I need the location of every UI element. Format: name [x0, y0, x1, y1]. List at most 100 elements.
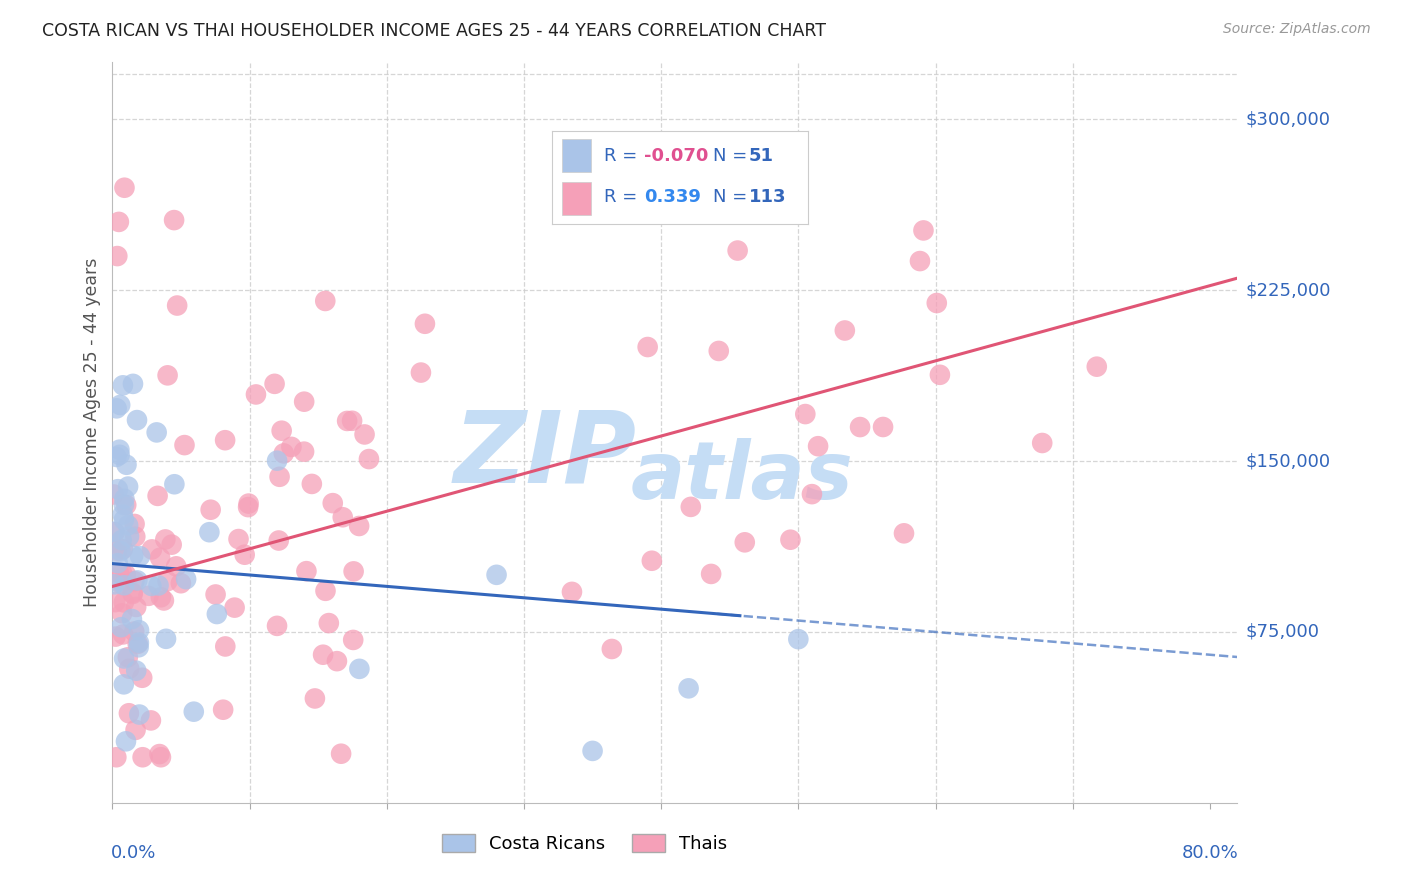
Point: [107, 556, 129, 570]
Point: [125, 413, 148, 427]
Point: [124, 723, 146, 737]
Point: [204, 587, 226, 601]
Point: [128, 623, 150, 637]
Point: [112, 651, 135, 665]
Point: [734, 535, 756, 549]
Point: [343, 565, 366, 579]
Point: [779, 533, 801, 547]
Point: [121, 587, 143, 601]
Point: [330, 747, 353, 761]
Point: [129, 549, 152, 564]
Point: [304, 691, 326, 706]
Point: [353, 427, 375, 442]
Point: [280, 440, 302, 454]
Point: [115, 458, 138, 472]
Text: R =: R =: [605, 146, 643, 165]
Point: [236, 500, 259, 515]
Point: [165, 559, 187, 574]
Point: [114, 567, 136, 582]
Point: [141, 579, 163, 593]
Point: [600, 642, 623, 657]
Point: [322, 496, 344, 510]
Point: [198, 525, 221, 540]
Point: [347, 519, 370, 533]
Point: [349, 662, 371, 676]
Point: [122, 624, 145, 639]
Point: [118, 706, 141, 721]
Point: [105, 450, 128, 464]
Text: 51: 51: [749, 146, 773, 165]
Point: [160, 538, 183, 552]
Point: [174, 572, 197, 586]
Point: [301, 477, 323, 491]
Point: [108, 398, 131, 412]
Point: [292, 444, 315, 458]
Point: [127, 574, 149, 588]
Point: [121, 585, 143, 599]
Point: [103, 524, 125, 539]
Point: [166, 299, 188, 313]
Point: [233, 548, 256, 562]
Point: [125, 599, 148, 614]
Point: [117, 650, 139, 665]
Point: [107, 566, 129, 580]
Point: [124, 574, 146, 589]
Point: [1085, 359, 1108, 374]
Point: [224, 600, 246, 615]
Point: [103, 577, 125, 591]
Point: [118, 662, 141, 676]
Point: [115, 498, 138, 512]
Point: [326, 654, 349, 668]
Point: [318, 616, 340, 631]
Text: -0.070: -0.070: [644, 146, 709, 165]
Point: [1031, 436, 1053, 450]
Point: [794, 407, 817, 421]
Point: [112, 627, 135, 641]
Text: $225,000: $225,000: [1246, 281, 1331, 299]
Point: [105, 249, 128, 263]
Point: [266, 619, 288, 633]
Point: [263, 376, 285, 391]
Point: [357, 452, 380, 467]
Point: [128, 640, 150, 655]
FancyBboxPatch shape: [562, 182, 592, 215]
Point: [163, 213, 186, 227]
Point: [156, 368, 179, 383]
Point: [111, 542, 134, 557]
Point: [121, 612, 143, 626]
Point: [149, 750, 172, 764]
Point: [128, 636, 150, 650]
Text: 0.0%: 0.0%: [111, 844, 156, 862]
Point: [679, 500, 702, 514]
Point: [312, 648, 335, 662]
Point: [561, 585, 583, 599]
Point: [872, 420, 894, 434]
Point: [270, 424, 292, 438]
Point: [641, 554, 664, 568]
Point: [787, 632, 810, 647]
Point: [315, 583, 337, 598]
Point: [114, 180, 136, 194]
Point: [107, 482, 129, 496]
Point: [266, 453, 288, 467]
Point: [104, 595, 127, 609]
Point: [173, 438, 195, 452]
Point: [103, 487, 125, 501]
Point: [110, 620, 132, 634]
Point: [332, 510, 354, 524]
Point: [118, 530, 141, 544]
Text: N =: N =: [713, 146, 754, 165]
Point: [139, 714, 162, 728]
Point: [238, 497, 260, 511]
Point: [104, 525, 127, 540]
Point: [292, 394, 315, 409]
Point: [929, 368, 952, 382]
Point: [908, 254, 931, 268]
Point: [105, 750, 128, 764]
Point: [117, 518, 139, 533]
Point: [125, 664, 148, 678]
Point: [807, 439, 830, 453]
Point: [153, 593, 176, 607]
Point: [111, 533, 134, 547]
Point: [912, 223, 935, 237]
